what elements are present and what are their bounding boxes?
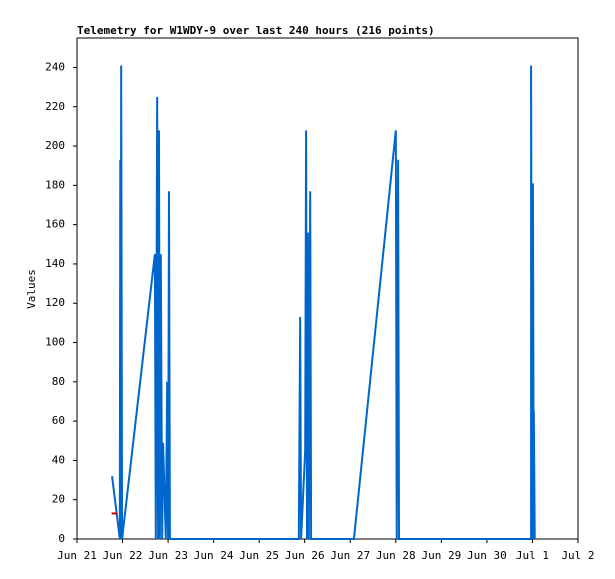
y-tick-label: 60	[52, 414, 65, 427]
x-tick-label: Jul 1	[516, 549, 549, 562]
x-tick-label: Jun 25	[239, 549, 279, 562]
y-tick-label: 220	[45, 100, 65, 113]
plot-frame	[76, 37, 579, 540]
y-tick-label: 120	[45, 296, 65, 309]
x-tick-label: Jun 29	[421, 549, 461, 562]
x-tick-label: Jun 27	[330, 549, 370, 562]
x-tick-label: Jun 23	[148, 549, 188, 562]
x-tick-label: Jun 24	[194, 549, 234, 562]
y-tick-label: 180	[45, 178, 65, 191]
x-tick-label: Jun 22	[103, 549, 143, 562]
y-tick-label: 20	[52, 493, 65, 506]
y-tick-label: 80	[52, 375, 65, 388]
data-line	[111, 65, 536, 540]
x-tick-label: Jun 21	[57, 549, 97, 562]
y-tick-label: 140	[45, 257, 65, 270]
y-tick-label: 40	[52, 453, 65, 466]
x-tick-label: Jun 30	[467, 549, 507, 562]
y-axis-label: Values	[25, 269, 38, 309]
y-tick-label: 0	[58, 532, 65, 545]
y-tick-label: 200	[45, 139, 65, 152]
y-tick-label: 100	[45, 336, 65, 349]
x-tick-label: Jun 26	[285, 549, 325, 562]
x-tick-label: Jun 28	[376, 549, 416, 562]
x-tick-label: Jul 2	[561, 549, 594, 562]
y-tick-label: 240	[45, 60, 65, 73]
y-tick-label: 160	[45, 218, 65, 231]
chart-title: Telemetry for W1WDY-9 over last 240 hour…	[77, 24, 435, 37]
